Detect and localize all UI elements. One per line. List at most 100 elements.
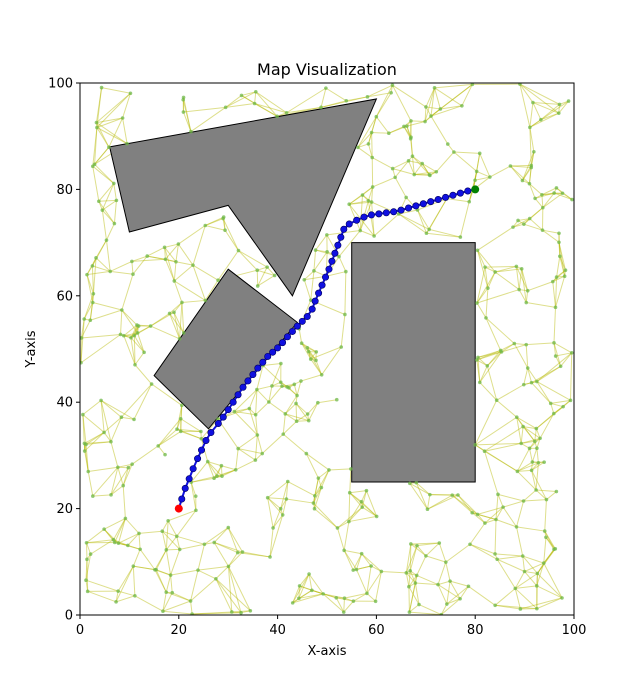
roadmap-edges	[80, 83, 573, 615]
roadmap-edge	[425, 106, 441, 110]
roadmap-edge	[367, 84, 393, 98]
roadmap-edge	[101, 209, 115, 224]
roadmap-edge	[495, 494, 499, 520]
roadmap-edge	[536, 352, 573, 382]
roadmap-edge	[421, 163, 430, 176]
roadmap-edge	[96, 117, 123, 128]
roadmap-node	[305, 412, 310, 416]
path-point	[189, 465, 197, 473]
roadmap-node	[108, 269, 113, 274]
roadmap-edge	[122, 467, 129, 486]
roadmap-edge	[255, 91, 287, 114]
roadmap-edge	[88, 466, 118, 473]
roadmap-node	[432, 86, 437, 90]
roadmap-edge	[172, 592, 191, 602]
path-point	[315, 289, 323, 297]
x-tick-label: 80	[467, 623, 484, 638]
roadmap-node	[519, 441, 523, 446]
roadmap-node	[132, 417, 136, 422]
roadmap-node	[255, 268, 260, 273]
roadmap-edge	[101, 210, 107, 241]
roadmap-node	[306, 418, 311, 423]
path-point	[198, 446, 206, 454]
roadmap-edge	[495, 265, 517, 273]
roadmap-edge	[457, 494, 478, 515]
roadmap-edge	[430, 105, 463, 117]
roadmap-edge	[418, 604, 442, 615]
roadmap-edge	[118, 532, 140, 544]
roadmap-edge	[414, 582, 420, 605]
roadmap-node	[80, 336, 84, 340]
roadmap-edge	[234, 389, 258, 412]
roadmap-edge	[523, 426, 537, 430]
roadmap-node	[114, 198, 119, 203]
roadmap-edge	[348, 203, 375, 237]
roadmap-node	[121, 483, 126, 488]
roadmap-node	[541, 205, 545, 210]
roadmap-edge	[550, 402, 564, 408]
roadmap-edge	[282, 420, 297, 435]
roadmap-edge	[95, 257, 111, 272]
roadmap-node	[482, 449, 487, 454]
roadmap-node	[81, 412, 85, 417]
roadmap-edge	[222, 218, 226, 231]
roadmap-edge	[267, 497, 287, 500]
roadmap-node	[488, 175, 492, 179]
roadmap-edge	[305, 453, 319, 479]
roadmap-edge	[457, 494, 473, 514]
roadmap-edge	[133, 324, 138, 336]
roadmap-node	[123, 516, 128, 521]
roadmap-edge	[529, 207, 544, 219]
roadmap-edge	[360, 490, 367, 502]
roadmap-edge	[409, 570, 416, 584]
obstacle-triangle	[109, 98, 378, 297]
roadmap-edge	[100, 399, 135, 420]
roadmap-node	[535, 606, 539, 611]
roadmap-edge	[495, 519, 517, 528]
roadmap-edge	[536, 381, 571, 401]
roadmap-edge	[137, 332, 145, 353]
roadmap-edge	[325, 251, 328, 277]
roadmap-node	[532, 439, 537, 444]
y-tick-label: 0	[65, 609, 73, 624]
roadmap-node	[437, 541, 442, 545]
roadmap-node	[129, 335, 133, 340]
roadmap-edge	[541, 192, 563, 196]
plot-frame	[79, 82, 575, 616]
roadmap-node	[518, 83, 522, 86]
roadmap-edge	[476, 289, 520, 304]
roadmap-edge	[484, 442, 522, 452]
roadmap-node	[552, 191, 556, 195]
roadmap-node	[525, 288, 530, 293]
roadmap-edge	[192, 612, 242, 615]
roadmap-node	[557, 231, 561, 236]
roadmap-edge	[344, 271, 347, 315]
roadmap-edge	[405, 545, 418, 574]
roadmap-edge	[446, 598, 461, 605]
roadmap-node	[420, 161, 425, 166]
roadmap-edge	[523, 207, 544, 225]
roadmap-edge	[485, 265, 517, 268]
roadmap-edge	[427, 494, 453, 510]
roadmap-edge	[468, 585, 496, 606]
roadmap-edge	[408, 586, 420, 605]
roadmap-node	[473, 443, 478, 447]
roadmap-node	[205, 459, 210, 464]
path-point	[279, 339, 287, 347]
roadmap-edge	[228, 566, 251, 611]
roadmap-edge	[284, 395, 298, 415]
roadmap-edge	[285, 413, 297, 422]
roadmap-edge	[552, 269, 566, 282]
roadmap-edge	[125, 518, 140, 534]
roadmap-edge	[173, 302, 183, 313]
roadmap-edge	[543, 548, 556, 564]
roadmap-edge	[86, 542, 92, 555]
roadmap-node	[102, 430, 106, 435]
roadmap-edge	[296, 420, 309, 422]
path-point	[390, 208, 398, 216]
roadmap-edge	[514, 571, 525, 589]
roadmap-edge	[313, 250, 317, 271]
roadmap-edge	[87, 590, 117, 603]
roadmap-edge	[440, 84, 473, 110]
roadmap-edge	[146, 246, 165, 257]
